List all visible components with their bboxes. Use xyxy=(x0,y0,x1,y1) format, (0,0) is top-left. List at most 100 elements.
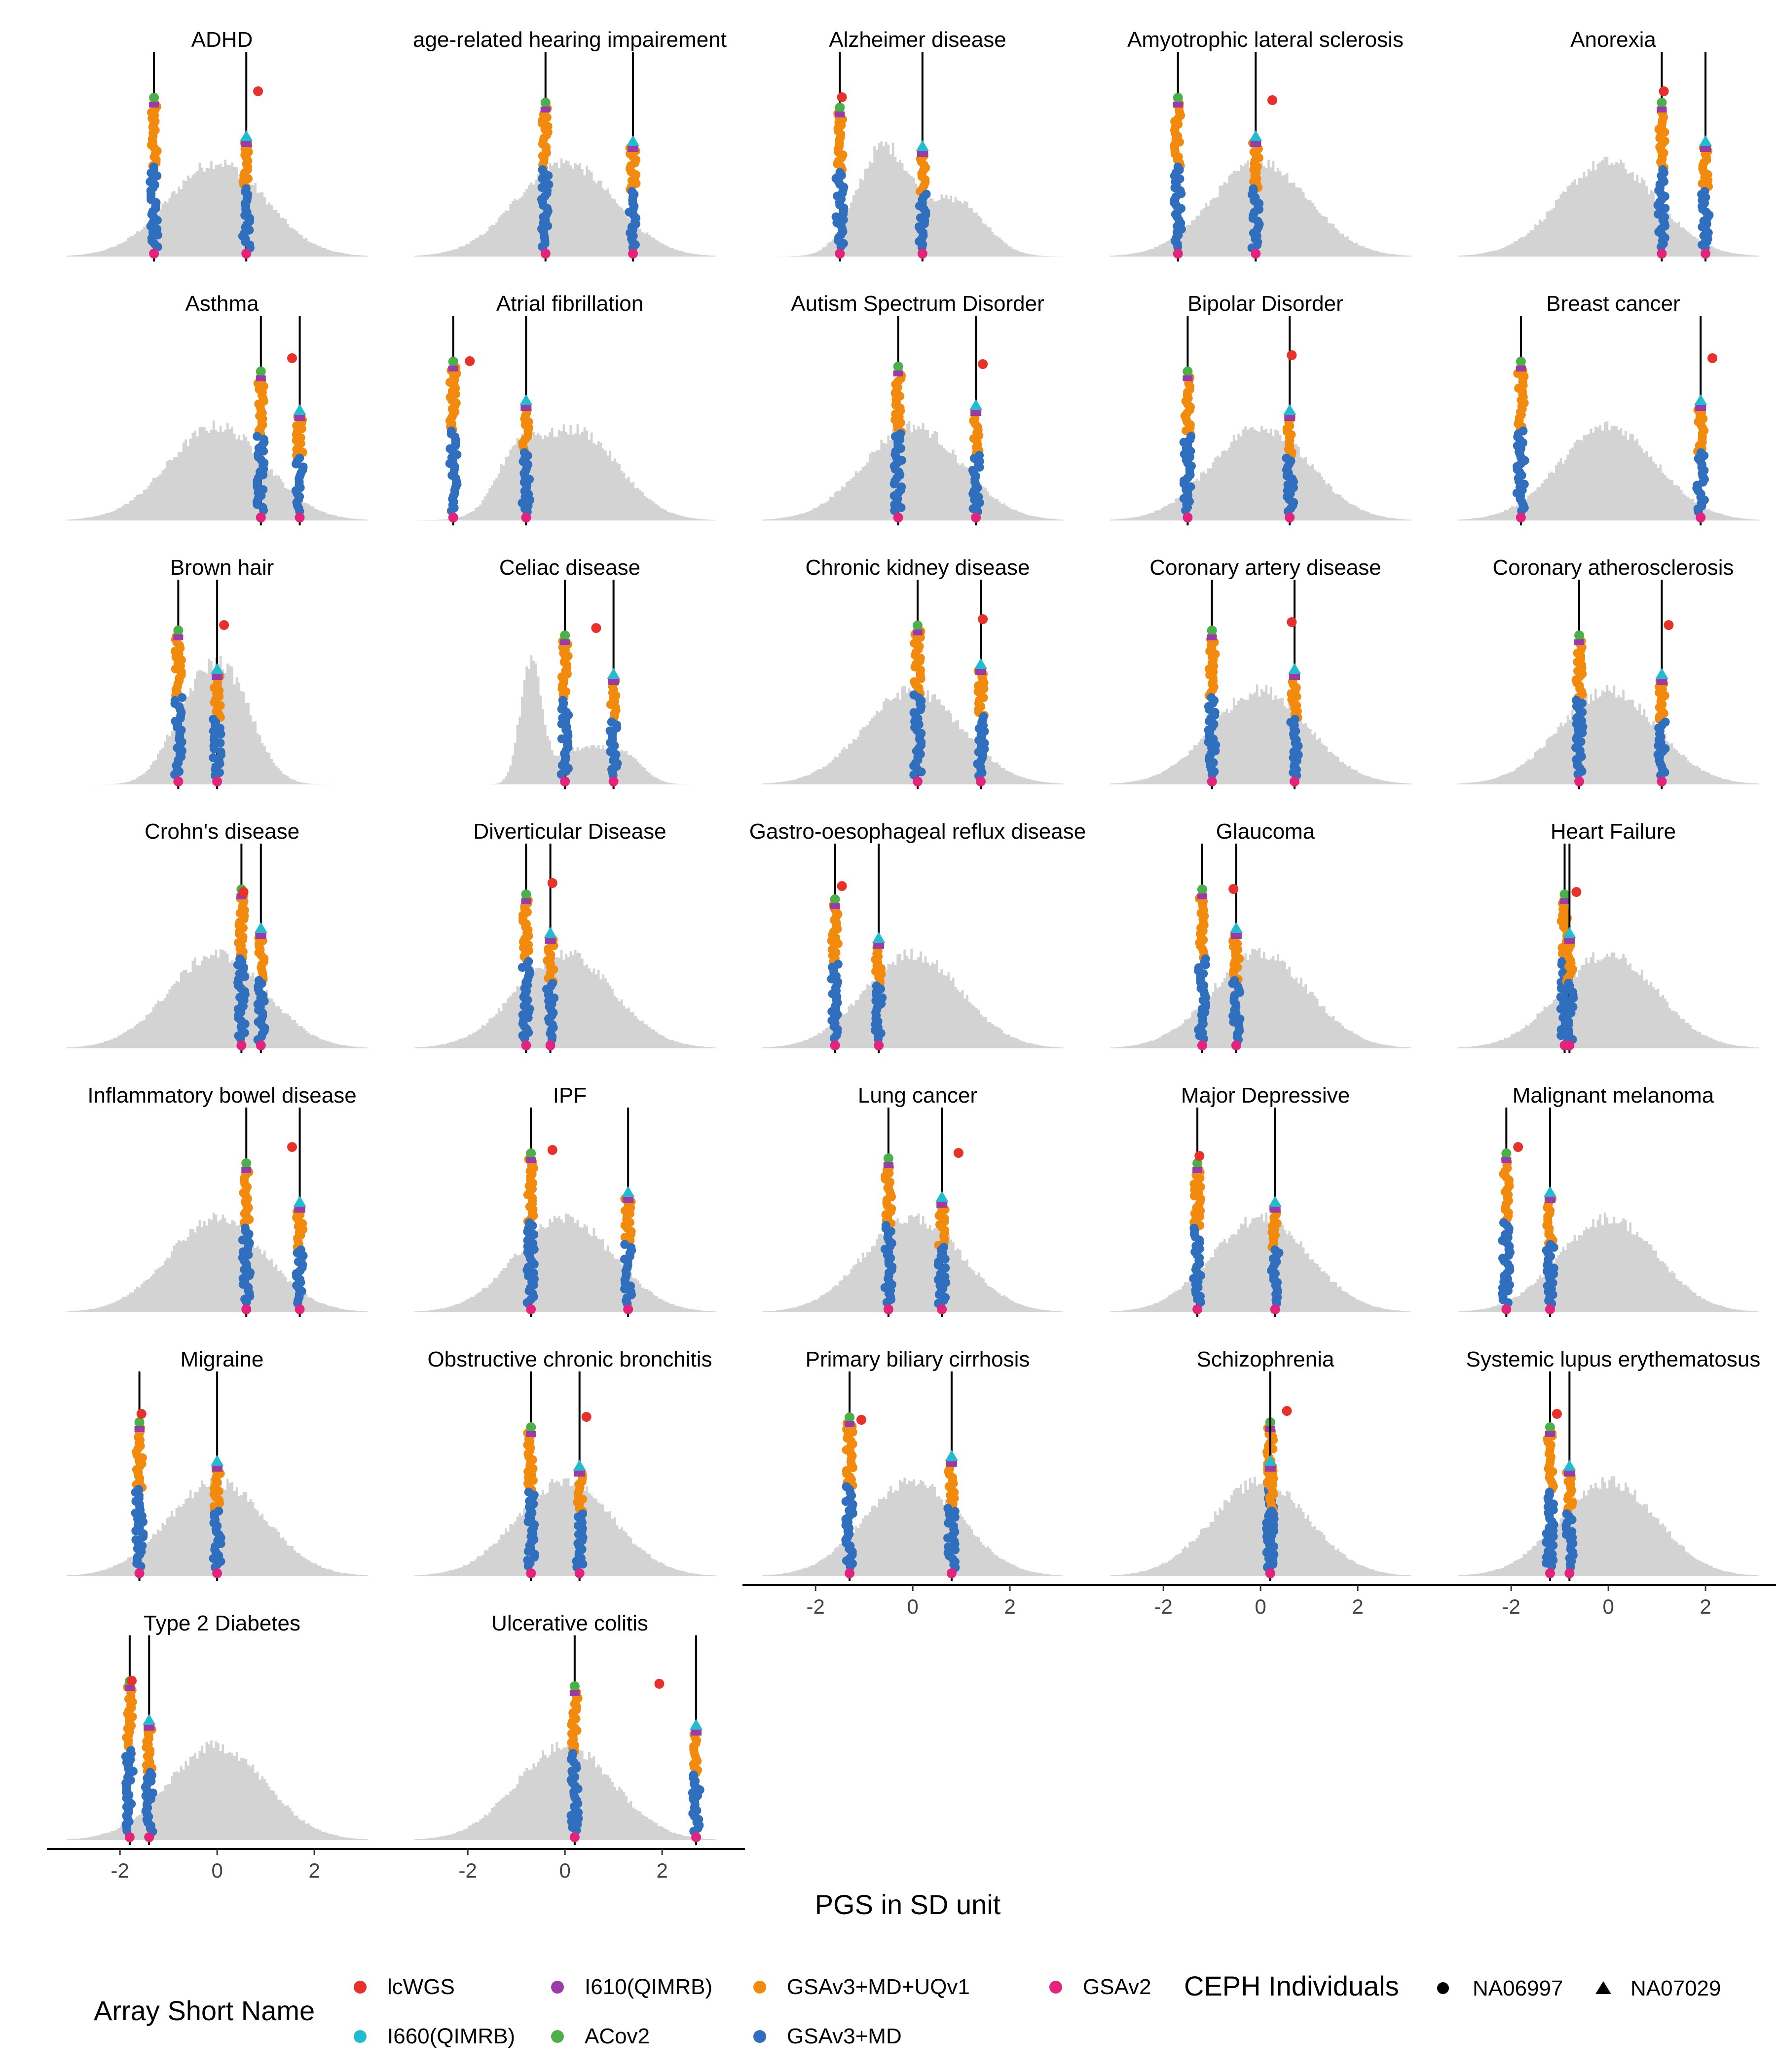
point-gsav2 xyxy=(526,1568,536,1578)
point-i610 xyxy=(975,669,987,675)
point-acov2 xyxy=(134,1417,145,1427)
point-lcwgs xyxy=(219,620,229,630)
point-lcwgs xyxy=(837,92,847,102)
point-i610 xyxy=(1197,893,1207,899)
point-acov2 xyxy=(241,1158,252,1168)
point-i610 xyxy=(1564,1471,1575,1477)
point-gsav2 xyxy=(946,1568,957,1578)
point-gsav2 xyxy=(540,249,551,259)
point-acov2 xyxy=(845,1412,855,1422)
facet-panel: Coronary artery disease xyxy=(1110,555,1411,789)
point-i610 xyxy=(241,1167,252,1173)
point-gsav2 xyxy=(913,777,923,786)
legend-label: I660(QIMRB) xyxy=(387,2024,515,2048)
point-gsav2 xyxy=(1192,1304,1203,1314)
legend-swatch xyxy=(753,1981,766,1994)
point-i610 xyxy=(1516,366,1526,371)
distribution-histogram xyxy=(1457,421,1759,520)
point-gsav2 xyxy=(545,1040,555,1050)
point-gsav2 xyxy=(971,513,981,522)
point-i610 xyxy=(1700,146,1711,152)
point-i660-triangle xyxy=(935,1191,949,1202)
point-i660-triangle xyxy=(1268,1196,1282,1207)
point-i610 xyxy=(294,415,305,421)
point-gsav2 xyxy=(1564,1040,1575,1050)
point-acov2 xyxy=(1192,1158,1203,1168)
point-gsav3-md xyxy=(523,1561,533,1571)
point-i660-triangle xyxy=(1655,668,1668,679)
x-tick-label: 2 xyxy=(1700,1595,1711,1618)
point-gsav2 xyxy=(173,777,184,786)
point-i660-triangle xyxy=(1699,135,1712,146)
point-gsav3-md xyxy=(836,242,846,251)
facet-panel: Breast cancer xyxy=(1457,292,1759,525)
facet-panel: Alzheimer disease xyxy=(762,28,1064,261)
x-tick-label: -2 xyxy=(1154,1595,1173,1618)
point-acov2 xyxy=(569,1681,580,1691)
point-acov2 xyxy=(526,1422,536,1432)
point-gsav2 xyxy=(917,249,927,259)
facet-panel: Malignant melanoma xyxy=(1457,1083,1759,1317)
point-lcwgs xyxy=(1659,86,1669,96)
facet-panel: Gastro-oesophageal reflux disease xyxy=(749,819,1086,1053)
point-gsav2 xyxy=(124,1832,135,1842)
distribution-histogram xyxy=(1110,1477,1411,1576)
point-gsav2 xyxy=(241,249,252,259)
point-i660-triangle xyxy=(240,130,253,141)
point-gsav3-md-uqv1 xyxy=(916,674,925,683)
point-gsav2 xyxy=(569,1832,580,1842)
legend-label-ceph: NA06997 xyxy=(1473,1976,1563,2000)
point-i610 xyxy=(545,938,556,944)
point-gsav2 xyxy=(521,1040,531,1050)
point-lcwgs xyxy=(837,881,847,891)
facet-title: Migraine xyxy=(181,1347,264,1371)
facet-panel: Autism Spectrum Disorder xyxy=(762,292,1064,525)
point-lcwgs xyxy=(856,1415,866,1425)
facet-title: Schizophrenia xyxy=(1197,1347,1334,1371)
point-gsav2 xyxy=(883,1304,893,1314)
point-i610 xyxy=(1264,1466,1276,1472)
point-lcwgs xyxy=(1707,353,1718,363)
facet-panel: Obstructive chronic bronchitis xyxy=(414,1347,716,1581)
point-gsav2 xyxy=(1516,513,1526,522)
distribution-histogram xyxy=(1110,426,1411,520)
point-lcwgs xyxy=(1664,620,1674,630)
point-lcwgs xyxy=(1287,617,1297,627)
point-lcwgs xyxy=(136,1409,147,1419)
point-lcwgs xyxy=(287,353,297,363)
point-i610 xyxy=(873,943,885,949)
distribution-histogram xyxy=(1457,1212,1759,1312)
point-i660-triangle xyxy=(607,668,620,679)
point-gsav2 xyxy=(1696,513,1706,522)
point-i660-triangle xyxy=(519,394,533,405)
point-acov2 xyxy=(256,367,266,376)
facet-panel: Brown hair xyxy=(66,555,368,789)
point-gsav2 xyxy=(1265,1568,1275,1578)
legend-label-ceph: NA07029 xyxy=(1630,1976,1721,2000)
point-gsav3-md xyxy=(896,503,906,512)
point-i610 xyxy=(1657,107,1667,112)
point-i610 xyxy=(628,146,639,152)
point-acov2 xyxy=(883,1153,893,1163)
point-gsav3-md xyxy=(139,1532,148,1541)
point-acov2 xyxy=(913,621,923,630)
point-gsav3-md xyxy=(292,459,301,469)
point-gsav2 xyxy=(1197,1040,1207,1050)
distribution-histogram xyxy=(1110,948,1411,1048)
distribution-histogram xyxy=(66,1212,368,1312)
point-gsav2 xyxy=(830,1040,840,1050)
point-gsav2 xyxy=(1183,513,1193,522)
facet-panels: ADHD age-related hearing impairement Alzhe… xyxy=(47,28,1776,1882)
point-gsav3-md xyxy=(975,463,984,472)
facet-panel: Primary biliary cirrhosis -2 0 2 xyxy=(742,1347,1093,1618)
point-i610 xyxy=(574,1471,585,1477)
point-i660-triangle xyxy=(293,1196,306,1207)
legend-swatch xyxy=(1049,1981,1062,1994)
legend-swatch xyxy=(753,2030,766,2043)
point-gsav3-md xyxy=(259,506,268,515)
distribution-histogram xyxy=(762,141,1064,257)
distribution-histogram xyxy=(1457,156,1759,257)
point-gsav2 xyxy=(134,1568,145,1578)
point-gsav3-md xyxy=(1549,1243,1558,1252)
facet-title: Heart Failure xyxy=(1551,819,1676,844)
